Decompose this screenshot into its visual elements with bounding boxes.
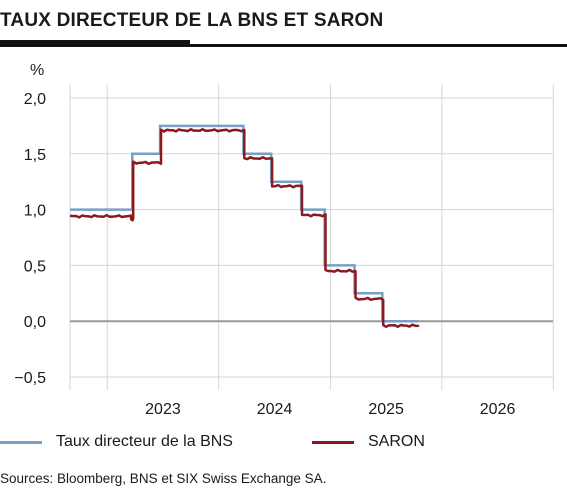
chart-grid	[69, 84, 554, 390]
y-tick-label: 1,5	[24, 147, 46, 164]
y-tick-label: 0,0	[24, 314, 46, 331]
x-tick-label: 2025	[368, 401, 404, 418]
chart-title: TAUX DIRECTEUR DE LA BNS ET SARON	[0, 10, 384, 31]
y-tick-label: 0,5	[24, 258, 46, 275]
chart-legend: Taux directeur de la BNS SARON	[0, 433, 567, 457]
legend-swatch-saron	[312, 440, 354, 444]
y-tick-label: −0,5	[14, 370, 46, 387]
legend-label-saron: SARON	[368, 433, 425, 450]
chart-series	[69, 124, 420, 329]
legend-item-policy-rate: Taux directeur de la BNS	[0, 433, 233, 451]
chart-labels: 2,0 1,5 1,0 0,5 0,0 −0,5% 2023 2024 2025 2026	[14, 62, 515, 418]
y-tick-label: 2,0	[24, 91, 46, 108]
legend-swatch-policy-rate	[0, 440, 42, 444]
y-tick-label: 1,0	[24, 203, 46, 220]
x-tick-label: 2026	[480, 401, 516, 418]
legend-item-saron: SARON	[312, 433, 425, 451]
x-tick-label: 2023	[145, 401, 181, 418]
source-note: Sources: Bloomberg, BNS et SIX Swiss Exc…	[0, 471, 327, 486]
line-chart: 2,0 1,5 1,0 0,5 0,0 −0,5% 2023 2024 2025 2026	[14, 62, 554, 418]
series-line-policy-rate	[70, 124, 419, 323]
x-tick-label: 2024	[257, 401, 293, 418]
series-line-saron	[69, 128, 420, 329]
y-axis-label: %	[30, 62, 44, 79]
legend-label-policy-rate: Taux directeur de la BNS	[56, 433, 233, 450]
title-rule	[0, 44, 567, 47]
title-rule-accent	[0, 40, 190, 47]
